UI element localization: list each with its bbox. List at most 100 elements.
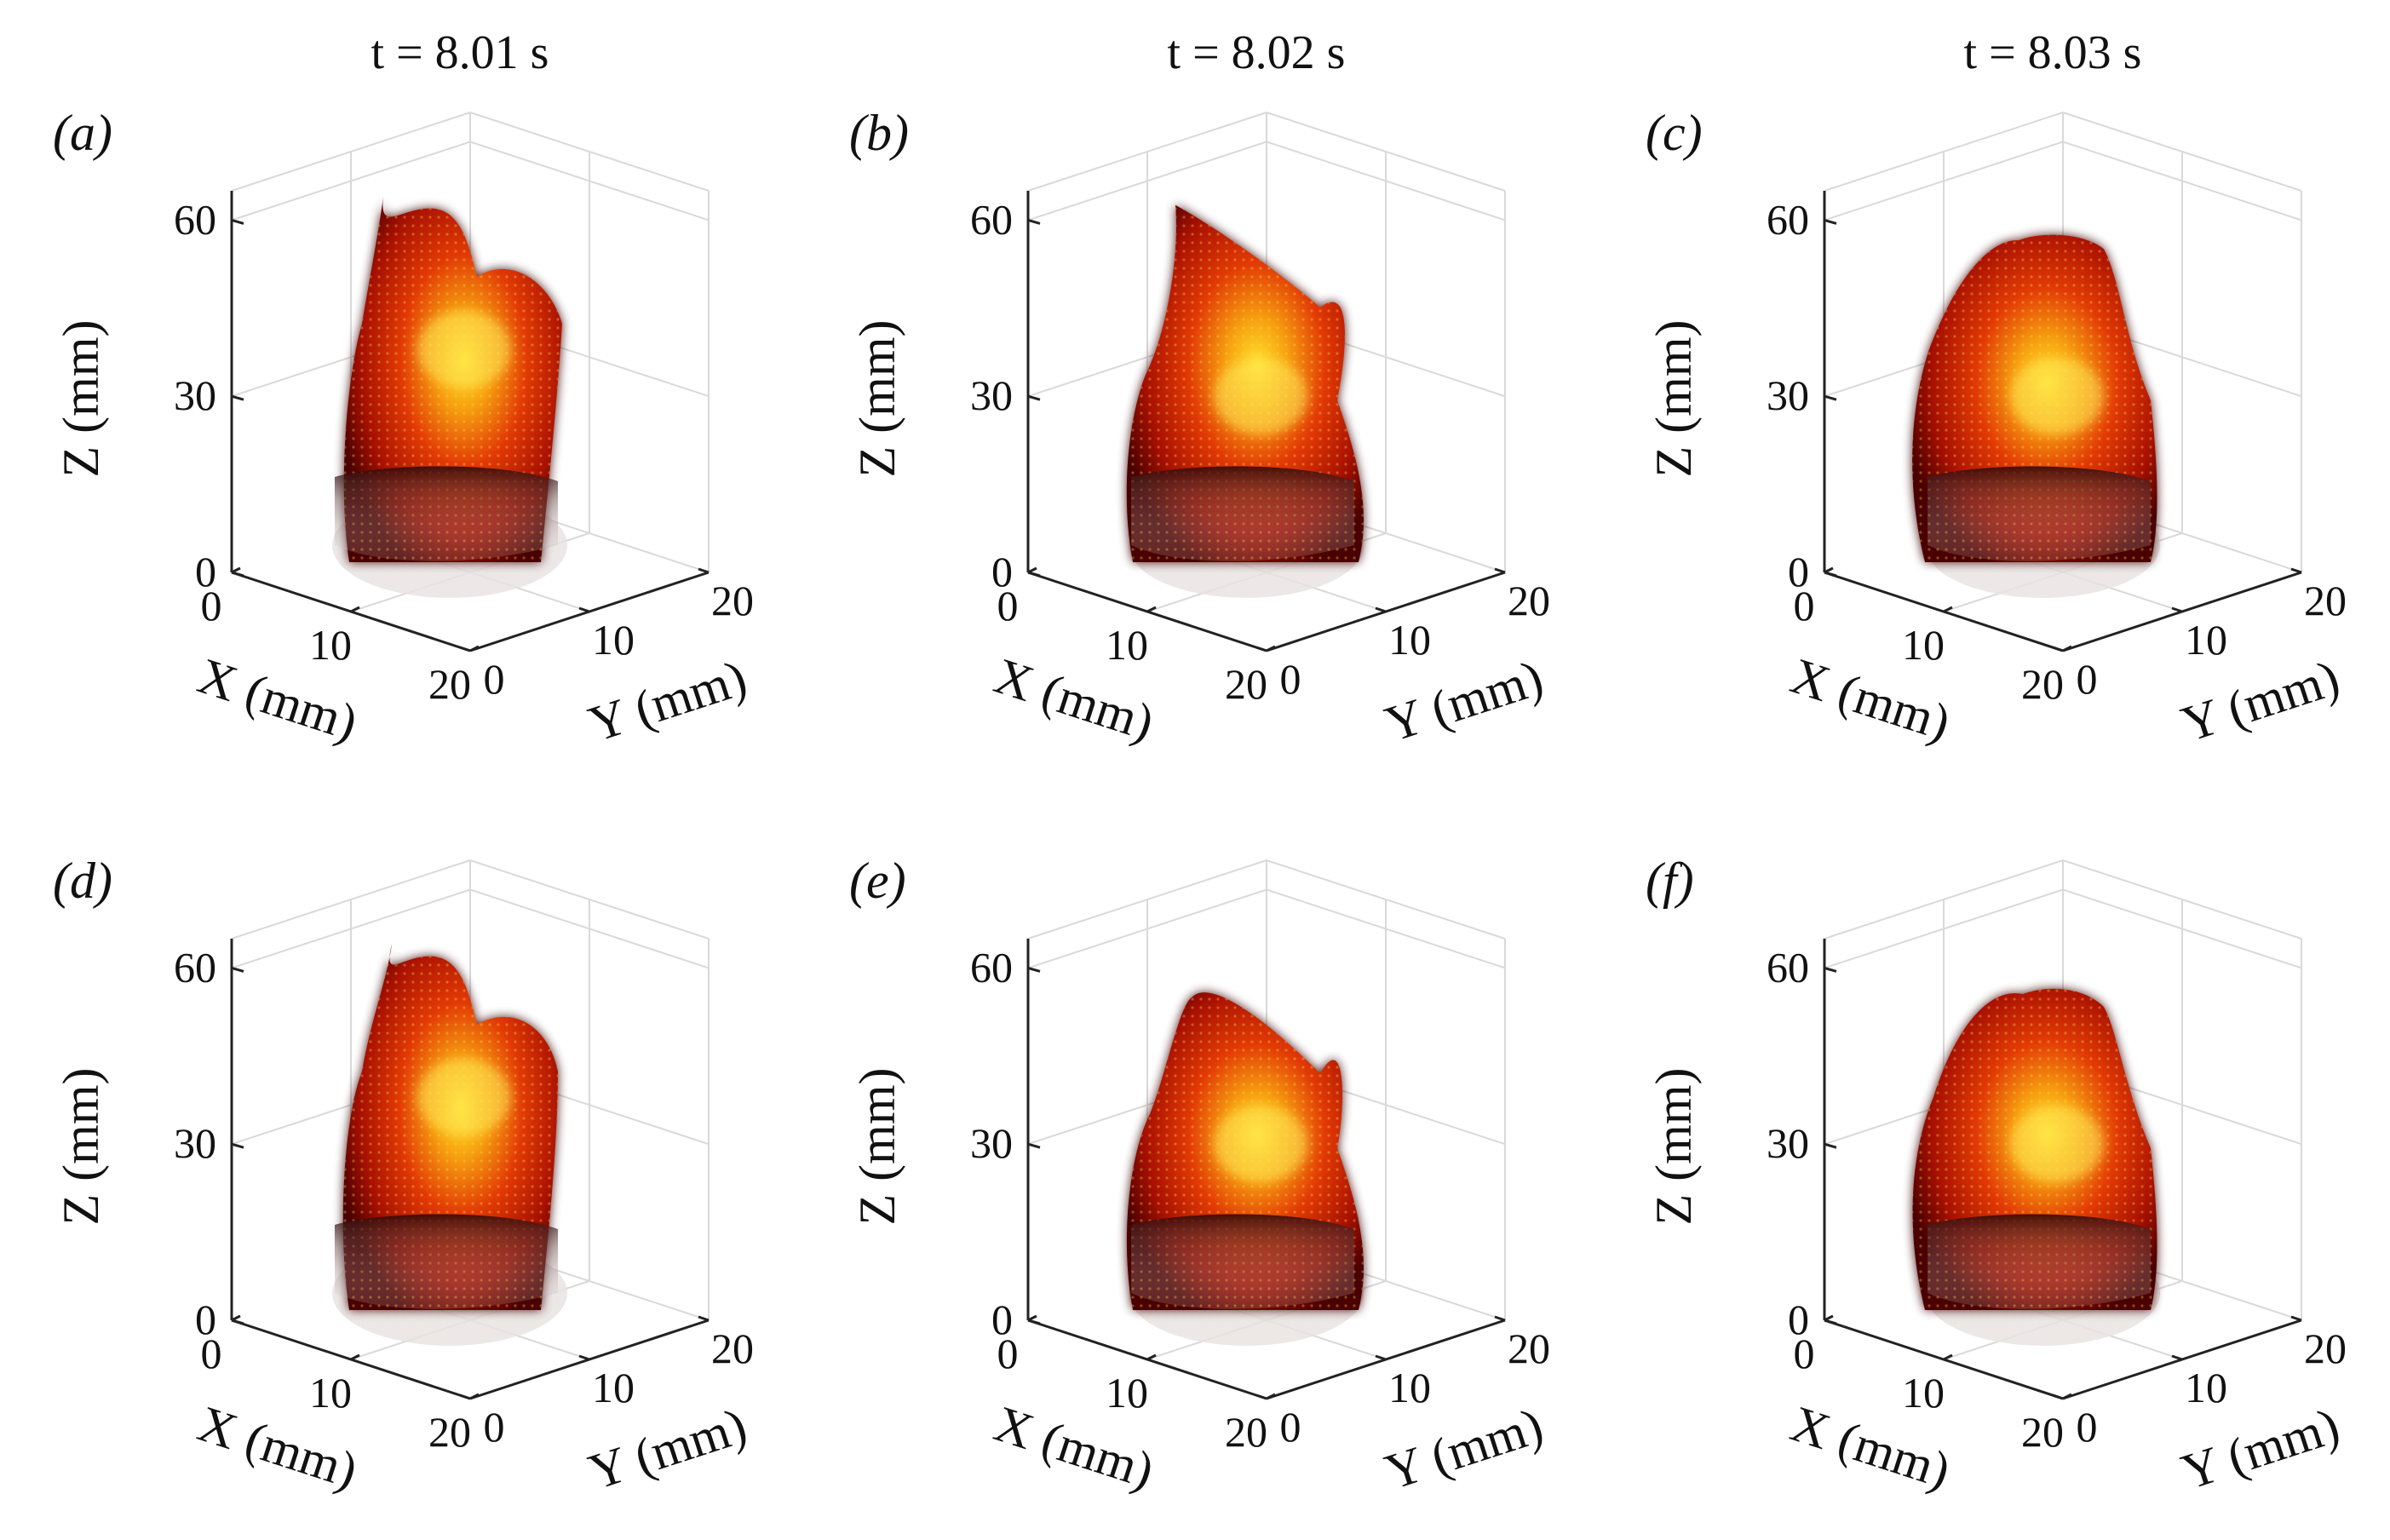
y-tick-mark bbox=[2052, 646, 2064, 652]
y-tick-label: 10 bbox=[1388, 616, 1431, 664]
x-tick-label: 10 bbox=[1902, 621, 1945, 669]
x-tick-mark bbox=[350, 606, 360, 613]
y-tick-mark bbox=[2171, 1354, 2183, 1361]
y-tick-label: 0 bbox=[2077, 655, 2098, 703]
grid-line bbox=[1266, 141, 1506, 221]
y-tick-label: 0 bbox=[2077, 1403, 2098, 1451]
z-tick-mark bbox=[1027, 1319, 1041, 1325]
z-tick-mark bbox=[231, 1319, 244, 1325]
x-tick-label: 0 bbox=[997, 582, 1019, 629]
grid-line bbox=[1027, 141, 1267, 221]
z-tick-mark bbox=[1824, 219, 1837, 225]
x-tick-label: 20 bbox=[2021, 660, 2064, 708]
z-tick-label: 30 bbox=[174, 371, 216, 419]
y-tick-mark bbox=[459, 1393, 471, 1400]
y-tick-mark bbox=[578, 606, 590, 613]
y-tick-mark bbox=[578, 1354, 590, 1361]
column-title-1: t = 8.01 s bbox=[371, 26, 549, 79]
x-tick-mark bbox=[231, 1314, 241, 1322]
grid-line bbox=[2062, 141, 2302, 221]
y-tick-label: 10 bbox=[2185, 616, 2227, 664]
y-tick-mark bbox=[2290, 1315, 2302, 1322]
z-tick-mark bbox=[231, 1142, 244, 1149]
y-tick-mark bbox=[2052, 1393, 2064, 1400]
z-tick-mark bbox=[1824, 1319, 1837, 1325]
y-tick-label: 0 bbox=[1280, 655, 1301, 703]
grid-line bbox=[1824, 888, 2064, 969]
x-tick-mark bbox=[231, 566, 241, 574]
z-tick-label: 60 bbox=[970, 943, 1013, 991]
x-tick-mark bbox=[350, 1353, 360, 1361]
flame-hotspot bbox=[1214, 1106, 1307, 1183]
x-tick-mark bbox=[1146, 1353, 1157, 1361]
panel-label: (e) bbox=[849, 853, 906, 909]
y-tick-mark bbox=[2290, 567, 2302, 574]
y-tick-mark bbox=[1375, 1354, 1387, 1361]
y-tick-label: 0 bbox=[484, 1403, 505, 1451]
x-tick-label: 20 bbox=[428, 660, 471, 708]
x-tick-label: 20 bbox=[428, 1408, 471, 1456]
column-title-2: t = 8.02 s bbox=[1168, 26, 1346, 79]
flame-volume bbox=[332, 944, 567, 1346]
grid-line bbox=[1824, 141, 2064, 221]
z-tick-mark bbox=[231, 394, 244, 401]
x-tick-mark bbox=[1266, 645, 1276, 652]
z-tick-label: 30 bbox=[1767, 1119, 1809, 1167]
panel-label: (d) bbox=[53, 853, 112, 909]
z-tick-label: 30 bbox=[174, 1119, 216, 1167]
y-tick-label: 10 bbox=[592, 616, 635, 664]
y-tick-mark bbox=[698, 1315, 710, 1322]
y-tick-mark bbox=[1494, 567, 1506, 574]
grid-line bbox=[231, 888, 471, 969]
panel-label: (f) bbox=[1646, 853, 1694, 909]
x-tick-label: 10 bbox=[309, 1369, 352, 1416]
y-tick-label: 20 bbox=[711, 577, 754, 624]
z-tick-label: 60 bbox=[174, 943, 216, 991]
x-tick-mark bbox=[1943, 606, 1953, 613]
flame-volume bbox=[1912, 988, 2160, 1346]
z-tick-mark bbox=[1824, 571, 1837, 578]
x-tick-label: 0 bbox=[1794, 1330, 1815, 1377]
x-tick-mark bbox=[2062, 1393, 2072, 1400]
panel-label: (b) bbox=[849, 105, 909, 161]
flame-hotspot bbox=[417, 1059, 511, 1136]
flame-base-band bbox=[1928, 1214, 2151, 1309]
x-tick-label: 0 bbox=[201, 582, 222, 629]
grid-line bbox=[469, 888, 710, 969]
y-tick-mark bbox=[1494, 1315, 1506, 1322]
x-tick-label: 20 bbox=[2021, 1408, 2064, 1456]
y-axis-label: Y (mm) bbox=[2175, 1397, 2347, 1500]
z-tick-label: 60 bbox=[1767, 943, 1809, 991]
y-tick-mark bbox=[1375, 606, 1387, 613]
y-axis-label: Y (mm) bbox=[583, 649, 754, 752]
x-tick-mark bbox=[1943, 1353, 1953, 1361]
x-tick-label: 20 bbox=[1225, 1408, 1267, 1456]
z-tick-label: 0 bbox=[195, 548, 216, 595]
x-tick-mark bbox=[1824, 566, 1834, 574]
flame-volume bbox=[1126, 204, 1364, 598]
x-tick-label: 10 bbox=[309, 621, 352, 669]
x-tick-mark bbox=[1027, 1314, 1037, 1322]
y-tick-label: 10 bbox=[2185, 1364, 2227, 1411]
y-tick-mark bbox=[1255, 1393, 1267, 1400]
panel-label: (a) bbox=[53, 105, 112, 161]
y-tick-label: 20 bbox=[2304, 577, 2347, 624]
z-axis-label: Z (mm) bbox=[53, 320, 109, 478]
column-title-3: t = 8.03 s bbox=[1964, 26, 2142, 79]
z-tick-mark bbox=[1027, 571, 1041, 578]
y-tick-label: 20 bbox=[2304, 1325, 2347, 1372]
z-tick-mark bbox=[231, 967, 244, 973]
z-tick-label: 0 bbox=[1788, 548, 1809, 595]
z-axis-label: Z (mm) bbox=[1646, 320, 1702, 478]
x-tick-mark bbox=[469, 1393, 480, 1400]
grid-line bbox=[1027, 888, 1267, 969]
z-tick-label: 0 bbox=[991, 1296, 1013, 1343]
panel-label: (c) bbox=[1646, 105, 1703, 161]
flame-base-band bbox=[1131, 1214, 1354, 1309]
grid-line bbox=[1266, 888, 1506, 969]
